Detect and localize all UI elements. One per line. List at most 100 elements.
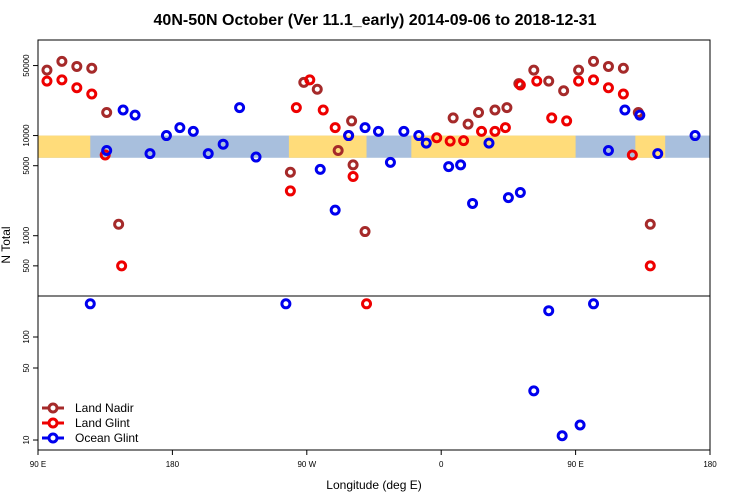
land-nadir-point xyxy=(347,159,359,171)
ocean-glint-point xyxy=(372,125,384,137)
x-tick-label: 90 W xyxy=(297,460,316,469)
x-tick-label: 180 xyxy=(703,460,717,469)
ocean-glint-point xyxy=(202,148,214,160)
ocean-glint-point xyxy=(187,125,199,137)
land-glint-point xyxy=(499,122,511,134)
ocean-glint-point xyxy=(280,298,292,310)
y-tick-label: 10 xyxy=(22,435,31,444)
ocean-glint-point xyxy=(174,122,186,134)
land-nadir-point xyxy=(543,75,555,87)
x-tick-label: 90 E xyxy=(567,460,583,469)
land-nadir-point xyxy=(573,64,585,76)
land-glint-point xyxy=(317,104,329,116)
land-glint-point xyxy=(444,135,456,147)
ocean-glint-point xyxy=(574,419,586,431)
land-glint-point xyxy=(290,102,302,114)
y-tick-label: 100 xyxy=(22,330,31,344)
ocean-glint-point xyxy=(588,298,600,310)
land-nadir-point xyxy=(644,218,656,230)
ocean-glint-point xyxy=(420,137,432,149)
plot-frame xyxy=(37,39,711,451)
ocean-glint-point xyxy=(250,151,262,163)
land-nadir-point xyxy=(41,64,53,76)
x-axis: 90 E 180 90 W 0 90 E 180 xyxy=(30,450,717,469)
legend-marker-land-nadir xyxy=(47,402,59,414)
land-glint-point xyxy=(644,260,656,272)
y-tick-label: 5000 xyxy=(22,156,31,174)
land-glint-point xyxy=(531,75,543,87)
land-glint-point xyxy=(489,125,501,137)
land-nadir-point xyxy=(528,64,540,76)
land-glint-point xyxy=(476,125,488,137)
land-glint-point xyxy=(546,112,558,124)
ocean-glint-point xyxy=(543,305,555,317)
land-glint-point xyxy=(514,79,526,91)
legend-label-land-nadir: Land Nadir xyxy=(75,401,134,415)
ocean-glint-point xyxy=(455,159,467,171)
land-nadir-point xyxy=(588,55,600,67)
land-nadir-point xyxy=(284,166,296,178)
ocean-glint-point xyxy=(343,130,355,142)
ocean-glint-point xyxy=(329,204,341,216)
ocean-glint-point xyxy=(602,144,614,156)
land-band xyxy=(288,135,367,158)
y-tick-label: 50 xyxy=(22,363,31,372)
land-band xyxy=(38,135,91,158)
y-tick-label: 500 xyxy=(22,259,31,273)
ocean-glint-point xyxy=(634,109,646,121)
land-glint-point xyxy=(573,75,585,87)
land-glint-point xyxy=(304,74,316,86)
legend-marker-land-glint xyxy=(47,417,59,429)
land-glint-point xyxy=(361,298,373,310)
land-band xyxy=(635,135,666,158)
ocean-glint-point xyxy=(234,102,246,114)
ocean-glint-point xyxy=(359,122,371,134)
land-nadir-point xyxy=(56,55,68,67)
x-tick-label: 0 xyxy=(439,460,444,469)
ocean-glint-point xyxy=(217,138,229,150)
x-axis-label: Longitude (deg E) xyxy=(326,478,421,492)
y-axis-label: N Total xyxy=(0,226,13,263)
land-nadir-point xyxy=(332,144,344,156)
y-tick-label: 1000 xyxy=(22,226,31,244)
ocean-glint-point xyxy=(689,130,701,142)
legend-marker-ocean-glint xyxy=(47,432,59,444)
ocean-glint-point xyxy=(101,144,113,156)
land-nadir-point xyxy=(501,102,513,114)
land-glint-point xyxy=(561,115,573,127)
ocean-glint-point xyxy=(514,187,526,199)
land-nadir-point xyxy=(346,115,358,127)
land-nadir-point xyxy=(113,218,125,230)
chart-title: 40N-50N October (Ver 11.1_early) 2014-09… xyxy=(154,12,597,29)
land-nadir-point xyxy=(447,112,459,124)
land-glint-point xyxy=(431,132,443,144)
ocean-glint-point xyxy=(144,148,156,160)
land-nadir-point xyxy=(86,62,98,74)
land-nadir-point xyxy=(617,62,629,74)
land-glint-point xyxy=(56,74,68,86)
land-glint-point xyxy=(116,260,128,272)
land-nadir-point xyxy=(462,118,474,130)
legend-label-ocean-glint: Ocean Glint xyxy=(75,431,139,445)
land-band xyxy=(411,135,576,158)
x-tick-label: 180 xyxy=(166,460,180,469)
land-nadir-point xyxy=(359,226,371,238)
x-tick-label: 90 E xyxy=(30,460,46,469)
ocean-glint-point xyxy=(556,430,568,442)
y-axis: 500 1000 5000 10000 50000 10 50 100 xyxy=(22,54,38,444)
ocean-glint-point xyxy=(384,156,396,168)
land-glint-point xyxy=(347,171,359,183)
land-glint-point xyxy=(458,135,470,147)
ocean-glint-point xyxy=(652,148,664,160)
ocean-glint-point xyxy=(117,104,129,116)
ocean-glint-point xyxy=(314,163,326,175)
ocean-glint-point xyxy=(160,130,172,142)
ocean-glint-point xyxy=(129,109,141,121)
ocean-glint-point xyxy=(443,161,455,173)
land-nadir-point xyxy=(311,83,323,95)
land-nadir-point xyxy=(558,85,570,97)
y-tick-label: 50000 xyxy=(22,54,31,77)
